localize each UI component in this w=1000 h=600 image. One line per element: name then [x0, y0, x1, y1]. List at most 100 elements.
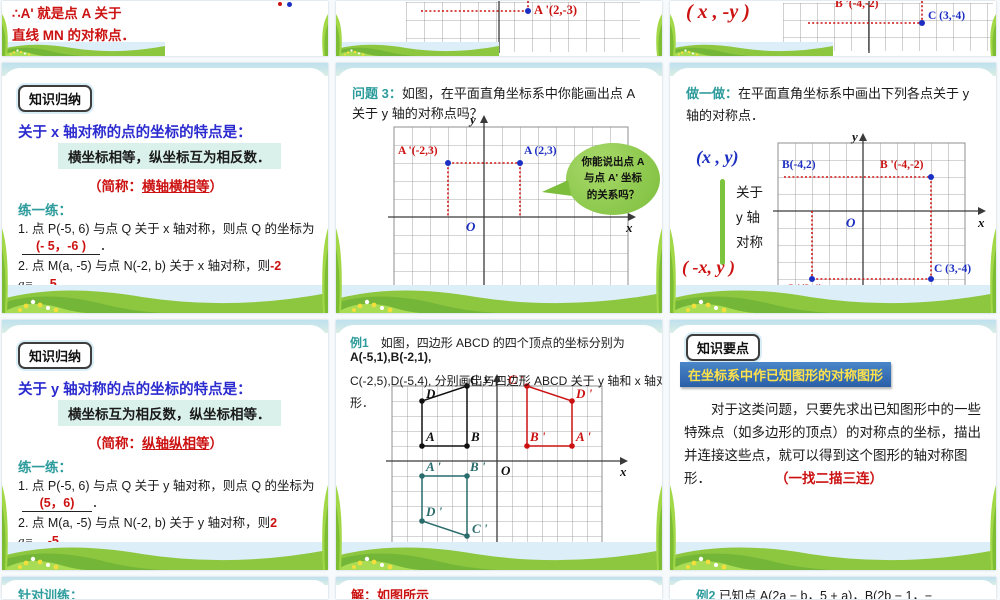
do-it-title-line1: 做一做：在平面直角坐标系中画出下列各点关于 y	[686, 83, 969, 102]
period: ．	[76, 552, 90, 566]
relation-line2: y 轴	[736, 210, 761, 225]
question-3-tag: 问题 3：	[352, 86, 402, 101]
label-d: D	[426, 386, 436, 401]
slide-r1c2-content: A '(2,-3)	[336, 1, 662, 56]
label-a-prime: A '(2,-3)	[534, 3, 578, 17]
slide-r1c1[interactable]: ∴A' 就是点 A 关于 直线 MN 的对称点．	[2, 1, 328, 56]
answer-b-blank	[36, 305, 77, 306]
bubble-line2: 与点 A' 坐标	[584, 172, 642, 185]
alias-underlined: 横轴横相等	[142, 179, 210, 194]
y-axis-arrow	[859, 133, 867, 141]
point-c2	[464, 533, 470, 539]
x-axis-label: x	[620, 464, 627, 479]
slide-r4c3[interactable]: 例2 已知点 A(2a − b，5 + a)，B(2b − 1，−	[670, 577, 996, 599]
label-a1: A '	[576, 429, 591, 444]
paragraph-line3: 并连接这些点，就可以得到这个图形的轴对称图	[684, 448, 968, 463]
answer-a-blank: -5	[33, 534, 74, 549]
slide-r3c1[interactable]: 知识归纳 关于 y 轴对称的点的坐标的特点是： 横坐标互为相反数，纵坐标相等． …	[2, 320, 328, 570]
example-1-line4: 形．	[350, 396, 375, 410]
slide-r2c1-content: 知识归纳 关于 x 轴对称的点的坐标的特点是： 横坐标相等，纵坐标互为相反数． …	[2, 63, 328, 313]
point-b2	[464, 473, 470, 479]
point-a	[517, 160, 523, 166]
solution-label: 解：如图所示	[351, 588, 430, 599]
paragraph-line1: 对于这类问题，只要先求出已知图形中的一些	[684, 402, 981, 417]
point-a2	[419, 473, 425, 479]
alias-post: ）	[209, 179, 224, 194]
slide-r4c2[interactable]: 解：如图所示	[336, 577, 662, 599]
x-axis-arrow	[628, 213, 636, 221]
label-c: C (3,-4)	[934, 263, 972, 275]
x-axis-arrow	[620, 457, 628, 465]
label-a: A (2,3)	[524, 145, 557, 157]
question-2-red-answer: 2	[270, 516, 278, 530]
example-2-text: 已知点 A(2a − b，5 + a)，B(2b − 1，−	[718, 589, 933, 599]
paragraph-line4: 形．	[684, 471, 711, 486]
label-b: B(-4,2)	[782, 159, 816, 171]
b-equals: b =	[18, 551, 37, 566]
slide-r4c2-content: 解：如图所示	[336, 577, 662, 599]
grid-figure-svg	[773, 133, 986, 290]
slide-r3c3[interactable]: 知识要点 在坐标系中作已知图形的对称图形 对于这类问题，只要先求出已知图形中的一…	[670, 320, 996, 570]
slide-r4c1[interactable]: 针对训练：	[2, 577, 328, 599]
y-axis-arrow	[480, 115, 488, 123]
slide-r1c2[interactable]: A '(2,-3)	[336, 1, 662, 56]
formula-negx-y: ( -x, y )	[682, 257, 735, 277]
alias-underlined: 纵轴纵相等	[142, 436, 210, 451]
grid-area	[406, 2, 640, 52]
label-d1: D '	[576, 386, 593, 401]
point-c	[919, 20, 925, 26]
rule-highlight: 横坐标相等，纵坐标互为相反数．	[58, 143, 281, 169]
slide-r3c2[interactable]: 例1 如图，四边形 ABCD 的四个顶点的坐标分别为 A(-5,1),B(-2,…	[336, 320, 662, 570]
example-1-tag: 例1	[350, 336, 369, 350]
label-c-prime: C '(3,4)	[786, 283, 823, 295]
slide-r3c3-content: 知识要点 在坐标系中作已知图形的对称图形 对于这类问题，只要先求出已知图形中的一…	[670, 320, 996, 570]
answer-b-line: b = ．	[18, 548, 89, 567]
example-1-text: 如图，四边形 ABCD 的四个顶点的坐标分别为	[380, 336, 625, 350]
speech-bubble: 你能说出点 A 与点 A' 坐标 的关系吗？	[540, 143, 660, 215]
point-c1	[524, 383, 530, 389]
coordinate-figure: B(-4,2) B '(-4,-2) C (3,-4) C '(3,4) y x…	[772, 129, 992, 305]
slide-r3c1-content: 知识归纳 关于 y 轴对称的点的坐标的特点是： 横坐标互为相反数，纵坐标相等． …	[2, 320, 328, 570]
slide-r1c3[interactable]: ( x , -y ) B '(-4,-2) C (3,-4)	[670, 1, 996, 56]
tiny-blue-point	[287, 2, 292, 7]
question-2: 2. 点 M(a, -5) 与点 N(-2, b) 关于 x 轴对称，则-2	[18, 255, 281, 274]
green-arrow	[720, 179, 725, 265]
period: ．	[100, 239, 113, 253]
point-a-prime	[525, 8, 531, 14]
point-d1	[569, 398, 575, 404]
question-3-text: 如图，在平面直角坐标系中你能画出点 A	[401, 86, 636, 101]
question-1: 1. 点 P(-5, 6) 与点 Q 关于 x 轴对称，则点 Q 的坐标为	[18, 222, 315, 236]
comma: ，	[73, 277, 86, 291]
bubble-line1: 你能说出点 A	[581, 156, 645, 168]
do-it-title-line2: 轴的对称点．	[686, 108, 765, 123]
question-3-title-line1: 问题 3：如图，在平面直角坐标系中你能画出点 A	[352, 83, 635, 102]
answer-b-line: b = ．	[18, 291, 89, 310]
label-a-prime: A '(-2,3)	[398, 145, 438, 157]
answer-a-blank: 5	[33, 277, 74, 292]
formula-xy: (x , y)	[696, 147, 739, 167]
slide-r2c2-content: 问题 3：如图，在平面直角坐标系中你能画出点 A 关于 y 轴的对称点吗？	[336, 63, 662, 313]
label-a: A	[426, 429, 435, 444]
practice-label: 练一练：	[18, 203, 72, 218]
comma: ，	[73, 534, 86, 548]
practice-label: 练一练：	[18, 460, 72, 475]
period: ．	[76, 295, 90, 309]
slide-r2c1[interactable]: 知识归纳 关于 x 轴对称的点的坐标的特点是： 横坐标相等，纵坐标互为相反数． …	[2, 63, 328, 313]
bubble-line3: 的关系吗？	[586, 188, 640, 201]
slide-r2c2[interactable]: 问题 3：如图，在平面直角坐标系中你能画出点 A 关于 y 轴的对称点吗？	[336, 63, 662, 313]
example-1-line1: 例1 如图，四边形 ABCD 的四个顶点的坐标分别为	[350, 334, 625, 351]
point-a-prime	[445, 160, 451, 166]
relation-line3: 对称	[736, 235, 763, 250]
a-equals: a=	[18, 533, 34, 548]
slide-r2c3[interactable]: 做一做：在平面直角坐标系中画出下列各点关于 y 轴的对称点． (x , y) 关…	[670, 63, 996, 313]
point-a	[419, 443, 425, 449]
slide-cloud-bg	[670, 580, 996, 599]
mnemonic-red: （一找二描三连）	[775, 471, 883, 486]
answer-a-line: a= 5，	[18, 273, 86, 292]
tiny-red-mark	[278, 2, 282, 6]
grid-figure-svg	[406, 1, 640, 53]
slide-r1c3-content: ( x , -y ) B '(-4,-2) C (3,-4)	[670, 1, 996, 56]
a-equals: a=	[18, 276, 34, 291]
example-1-line3: C(-2,5),D(-5,4), 分别画出与四边形 ABCD 关于 y 轴和 x…	[350, 374, 662, 388]
